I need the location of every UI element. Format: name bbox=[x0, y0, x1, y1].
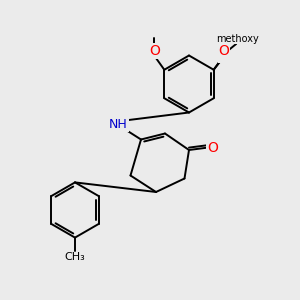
Text: O: O bbox=[219, 48, 230, 62]
Text: O: O bbox=[207, 141, 218, 154]
Text: CH₃: CH₃ bbox=[64, 252, 86, 262]
Text: O: O bbox=[218, 44, 229, 58]
Text: NH: NH bbox=[109, 118, 128, 131]
Text: methoxy: methoxy bbox=[216, 34, 259, 44]
Text: O: O bbox=[149, 44, 160, 58]
